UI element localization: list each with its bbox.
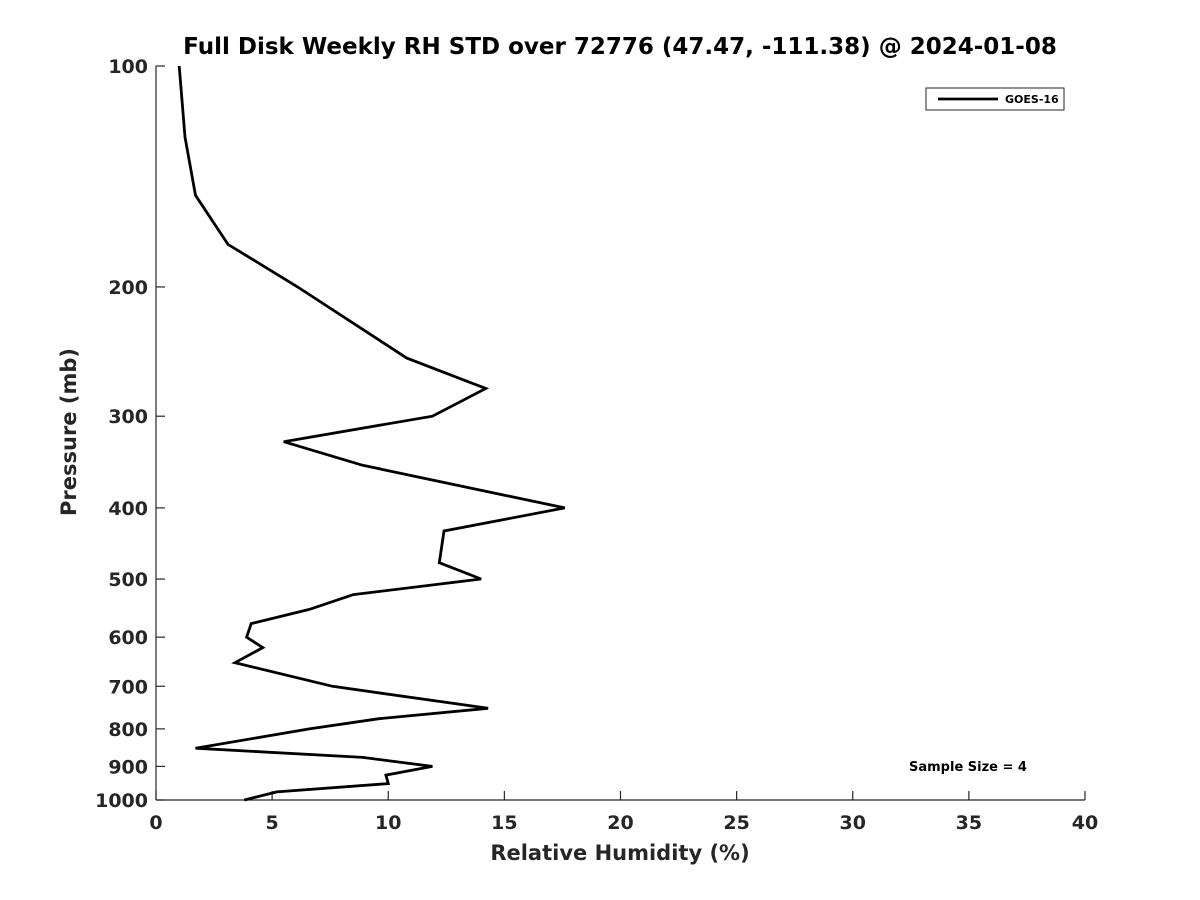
y-tick-label: 200 [108,277,148,299]
y-tick-label: 400 [108,498,148,520]
x-tick-label: 5 [266,812,279,834]
x-tick-label: 20 [607,812,633,834]
x-tick-label: 10 [375,812,401,834]
plot-axes [155,66,1085,801]
y-tick-label: 100 [108,56,148,78]
y-tick-label: 300 [108,406,148,428]
x-tick-label: 25 [723,812,749,834]
series-line-goes-16 [177,65,566,802]
x-tick-label: 40 [1072,812,1098,834]
y-tick-label: 800 [108,719,148,741]
y-tick-label: 700 [108,676,148,698]
y-tick-label: 500 [108,569,148,591]
y-axis-title: Pressure (mb) [57,348,81,516]
x-tick-label: 30 [840,812,866,834]
x-tick-label: 35 [956,812,982,834]
legend: GOES-16 [925,87,1065,111]
y-tick-label: 600 [108,627,148,649]
y-tick-label: 1000 [95,790,148,812]
x-ticks: 0 5 10 15 20 25 30 35 40 [149,791,1098,834]
y-ticks: 100 200 300 400 500 600 700 800 900 1000 [95,56,165,812]
y-tick-label: 900 [108,756,148,778]
x-tick-label: 0 [149,812,162,834]
x-tick-label: 15 [491,812,517,834]
x-axis-title: Relative Humidity (%) [490,841,749,865]
legend-label-goes-16: GOES-16 [1005,93,1059,106]
chart-title: Full Disk Weekly RH STD over 72776 (47.4… [183,34,1057,60]
sample-size-annotation: Sample Size = 4 [909,760,1027,775]
